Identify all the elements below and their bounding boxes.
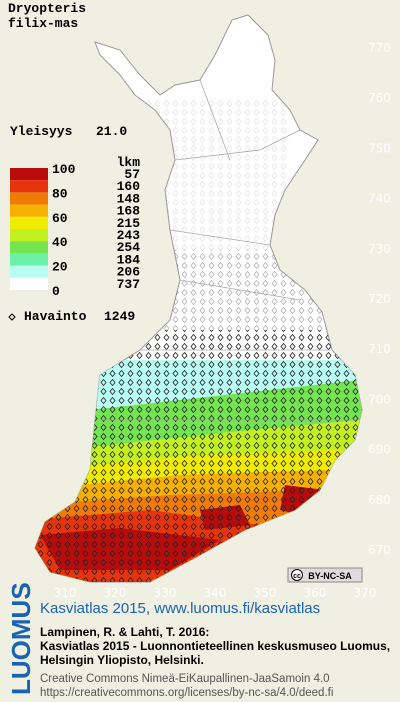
legend-swatch xyxy=(10,265,48,278)
frequency-value: 21.0 xyxy=(96,124,127,139)
legend-swatch xyxy=(10,180,48,193)
x-tick-label: 340 xyxy=(204,586,227,600)
y-tick-label: 710 xyxy=(368,342,391,356)
legend-swatch xyxy=(10,192,48,205)
legend-swatch xyxy=(10,253,48,266)
y-tick-label: 670 xyxy=(368,543,391,557)
x-tick-label: 360 xyxy=(304,586,327,600)
y-tick-label: 700 xyxy=(368,392,391,406)
headline: Kasviatlas 2015, www.luomus.fi/kasviatla… xyxy=(40,600,320,617)
y-tick-label: 690 xyxy=(368,443,391,457)
y-tick-label: 760 xyxy=(368,91,391,105)
y-tick-label: 720 xyxy=(368,292,391,306)
y-tick-label: 770 xyxy=(368,41,391,55)
legend-scale-label: 20 xyxy=(52,260,68,275)
license-line: Creative Commons Nimeä-EiKaupallinen-Jaa… xyxy=(40,673,330,685)
x-tick-label: 320 xyxy=(104,586,127,600)
legend-swatch xyxy=(10,216,48,229)
y-tick-label: 750 xyxy=(368,141,391,155)
citation-line: Lampinen, R. & Lahti, T. 2016: xyxy=(40,625,209,639)
legend-count: 206 xyxy=(117,265,141,280)
map: 770 760 750 740 730 720 710 700 690 680 670 310 320… xyxy=(34,14,391,600)
legend-scale-label: 100 xyxy=(52,162,76,177)
count-header: lkm xyxy=(117,155,141,170)
legend-swatch xyxy=(10,229,48,242)
legend-count: 215 xyxy=(117,216,141,231)
legend-count: 168 xyxy=(117,204,141,219)
y-tick-label: 680 xyxy=(368,493,391,507)
legend-scale-label: 60 xyxy=(52,211,68,226)
legend-scale-label: 0 xyxy=(52,284,60,299)
legend-count: 160 xyxy=(117,179,141,194)
license-badge xyxy=(287,567,363,583)
cc-icon-text: cc xyxy=(293,573,301,580)
cc-icon xyxy=(291,569,303,581)
frequency-label: Yleisyys xyxy=(10,124,73,139)
observations-value: 1249 xyxy=(104,309,135,324)
logo: LUOMUS xyxy=(6,582,36,695)
legend-count: 148 xyxy=(117,191,141,206)
x-tick-label: 330 xyxy=(154,586,177,600)
legend-scale-label: 80 xyxy=(52,186,68,201)
y-tick-label: 740 xyxy=(368,192,391,206)
legend-count: 254 xyxy=(117,240,141,255)
license-badge-text: BY-NC-SA xyxy=(308,571,352,581)
legend-count: 737 xyxy=(117,277,140,292)
legend-swatch xyxy=(10,168,48,181)
legend-count: 57 xyxy=(124,167,140,182)
y-tick-label: 730 xyxy=(368,242,391,256)
title-line: Dryopteris xyxy=(8,1,86,16)
legend-swatch xyxy=(10,241,48,254)
legend-count: 184 xyxy=(117,252,141,267)
x-tick-label: 310 xyxy=(54,586,77,600)
citation-line: Helsingin Yliopisto, Helsinki. xyxy=(40,653,204,667)
legend-swatch xyxy=(10,277,48,290)
x-tick-label: 350 xyxy=(254,586,277,600)
legend-swatch xyxy=(10,204,48,217)
license-line: https://creativecommons.org/licenses/by-… xyxy=(40,687,333,699)
observations-label: Havainto xyxy=(24,309,87,324)
legend-scale-label: 40 xyxy=(52,235,68,250)
legend-count: 243 xyxy=(117,228,141,243)
title-line: filix-mas xyxy=(8,16,78,31)
x-tick-label: 370 xyxy=(354,586,377,600)
citation-line: Kasviatlas 2015 - Luonnontieteellinen ke… xyxy=(40,639,390,653)
